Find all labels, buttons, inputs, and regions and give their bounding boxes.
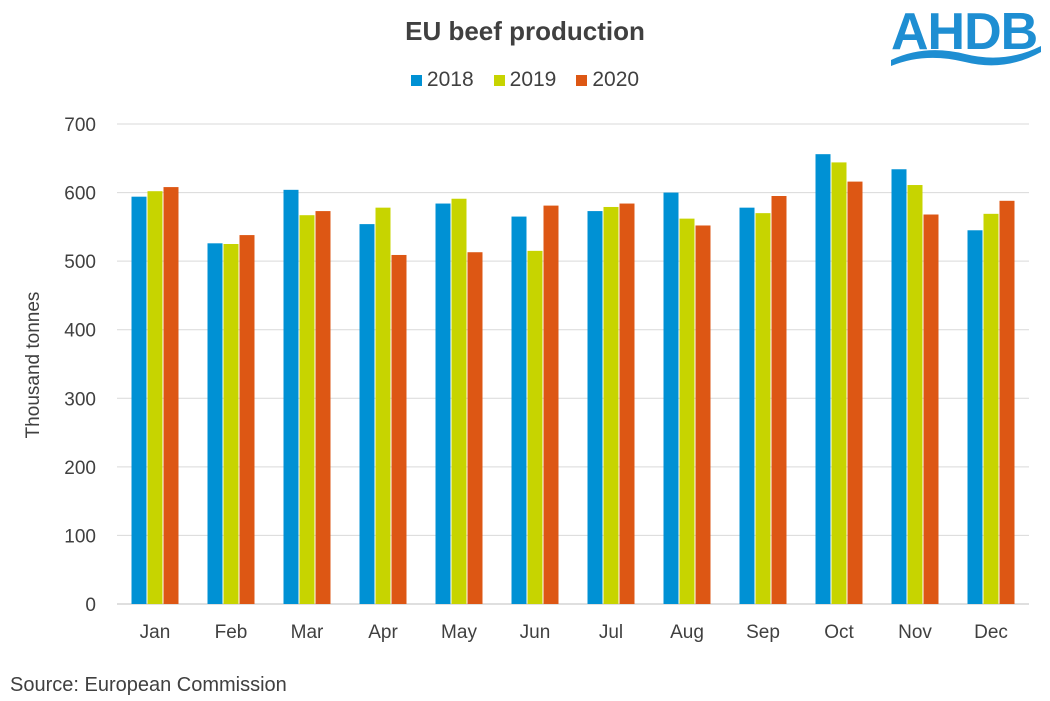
y-tick-label: 700 (64, 115, 96, 136)
bar-2018-may (435, 203, 451, 605)
bar-2020-jul (619, 203, 635, 605)
bar-2019-aug (679, 218, 695, 604)
x-tick-label: Dec (974, 622, 1008, 643)
bar-2018-mar (283, 189, 299, 605)
bar-2019-nov (907, 185, 923, 604)
x-tick-label: Aug (670, 622, 704, 643)
y-tick-label: 600 (64, 184, 96, 205)
x-tick-label: Jan (140, 622, 171, 643)
legend-swatch (493, 74, 505, 86)
bar-2020-may (467, 252, 483, 604)
legend-item-2020: 2020 (576, 68, 639, 92)
y-tick-label: 200 (64, 458, 96, 479)
x-tick-label: Apr (368, 622, 398, 643)
x-tick-label: Jun (520, 622, 551, 643)
legend-label: 2020 (592, 68, 640, 91)
y-tick-label: 500 (64, 252, 96, 273)
legend-item-2018: 2018 (410, 68, 474, 92)
bar-2020-apr (391, 254, 407, 604)
bar-2019-oct (831, 162, 847, 604)
bar-2019-jan (147, 191, 163, 604)
x-tick-label: Oct (824, 622, 854, 643)
bar-2019-feb (223, 244, 239, 604)
bar-2020-aug (695, 225, 711, 604)
bar-2018-sep (739, 207, 755, 604)
y-tick-label: 400 (64, 321, 96, 342)
bar-2020-jun (543, 205, 559, 604)
x-tick-label: Jul (599, 622, 623, 643)
logo-wave-icon (891, 46, 1041, 66)
legend-label: 2018 (426, 68, 474, 91)
bar-2018-jul (587, 211, 603, 605)
bar-2020-oct (847, 181, 863, 604)
y-tick-label: 100 (64, 526, 96, 547)
x-tick-label: Sep (746, 622, 780, 643)
y-tick-label: 0 (85, 595, 96, 616)
bar-2018-aug (663, 192, 679, 605)
legend: 2018 2019 2020 (0, 68, 1050, 92)
bar-2018-nov (891, 169, 907, 604)
bar-2018-feb (207, 243, 223, 605)
bar-2018-oct (815, 154, 831, 604)
y-tick-label: 300 (64, 389, 96, 410)
bar-2019-jul (603, 206, 619, 604)
bar-2020-dec (999, 200, 1015, 605)
legend-swatch (410, 74, 422, 86)
bar-2018-dec (967, 230, 983, 605)
x-tick-label: Mar (291, 622, 324, 643)
legend-label: 2019 (509, 68, 557, 91)
logo-text: AHDB (891, 3, 1038, 61)
source-note: Source: European Commission (10, 674, 287, 696)
x-tick-label: Feb (215, 622, 248, 643)
bar-2020-mar (315, 211, 331, 605)
ahdb-logo: AHDB (885, 0, 1045, 72)
x-tick-label: Nov (898, 622, 932, 643)
bar-2018-apr (359, 224, 375, 604)
bar-2020-sep (771, 196, 787, 604)
bar-2019-jun (527, 250, 543, 604)
chart-title: EU beef production (405, 16, 645, 46)
bar-2020-jan (163, 187, 179, 605)
bar-2018-jun (511, 216, 527, 605)
bar-2019-mar (299, 215, 315, 604)
legend-swatch (576, 74, 588, 86)
bar-2018-jan (131, 196, 147, 604)
bar-2020-feb (239, 235, 255, 605)
bar-2020-nov (923, 214, 939, 604)
bar-2019-apr (375, 207, 391, 604)
legend-item-2019: 2019 (493, 68, 557, 92)
bar-2019-sep (755, 213, 771, 604)
x-tick-label: May (441, 622, 477, 643)
bar-2019-may (451, 198, 467, 604)
bar-2019-dec (983, 213, 999, 605)
